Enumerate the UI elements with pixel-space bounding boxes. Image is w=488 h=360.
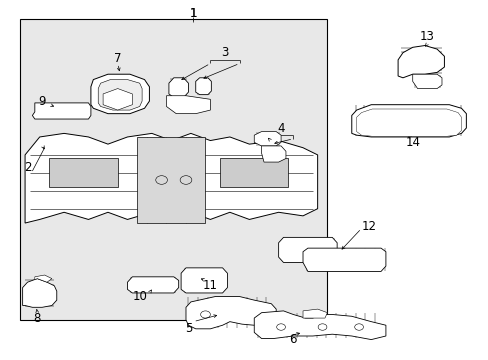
Polygon shape: [412, 74, 441, 89]
Polygon shape: [195, 78, 211, 95]
Text: 3: 3: [221, 46, 228, 59]
Text: 1: 1: [189, 7, 197, 20]
Polygon shape: [185, 297, 276, 329]
Text: 4: 4: [277, 122, 284, 135]
Text: 6: 6: [289, 333, 296, 346]
Polygon shape: [254, 132, 281, 146]
Text: 13: 13: [419, 30, 434, 43]
Text: 2: 2: [24, 161, 31, 174]
Polygon shape: [181, 268, 227, 293]
Polygon shape: [103, 89, 132, 110]
Polygon shape: [261, 146, 285, 162]
Polygon shape: [127, 277, 178, 293]
Text: 1: 1: [189, 7, 197, 20]
Polygon shape: [303, 309, 327, 318]
Polygon shape: [25, 134, 317, 223]
Polygon shape: [35, 275, 52, 282]
Polygon shape: [397, 45, 444, 78]
Polygon shape: [91, 74, 149, 114]
Polygon shape: [356, 109, 461, 136]
Polygon shape: [254, 311, 385, 339]
Polygon shape: [98, 80, 142, 110]
Text: 14: 14: [405, 136, 419, 149]
Polygon shape: [22, 279, 57, 307]
Polygon shape: [351, 105, 466, 137]
Text: 11: 11: [203, 279, 218, 292]
Polygon shape: [137, 137, 205, 223]
Polygon shape: [220, 158, 288, 187]
Polygon shape: [166, 96, 210, 114]
Text: 12: 12: [361, 220, 376, 233]
Text: 10: 10: [132, 290, 147, 303]
Text: 9: 9: [39, 95, 46, 108]
Polygon shape: [49, 158, 118, 187]
Polygon shape: [278, 237, 336, 262]
Bar: [20, 19, 327, 320]
Polygon shape: [168, 78, 188, 98]
Text: 7: 7: [114, 51, 121, 64]
Text: 5: 5: [184, 322, 192, 335]
Text: 8: 8: [34, 311, 41, 325]
Polygon shape: [32, 103, 91, 119]
Polygon shape: [303, 248, 385, 271]
